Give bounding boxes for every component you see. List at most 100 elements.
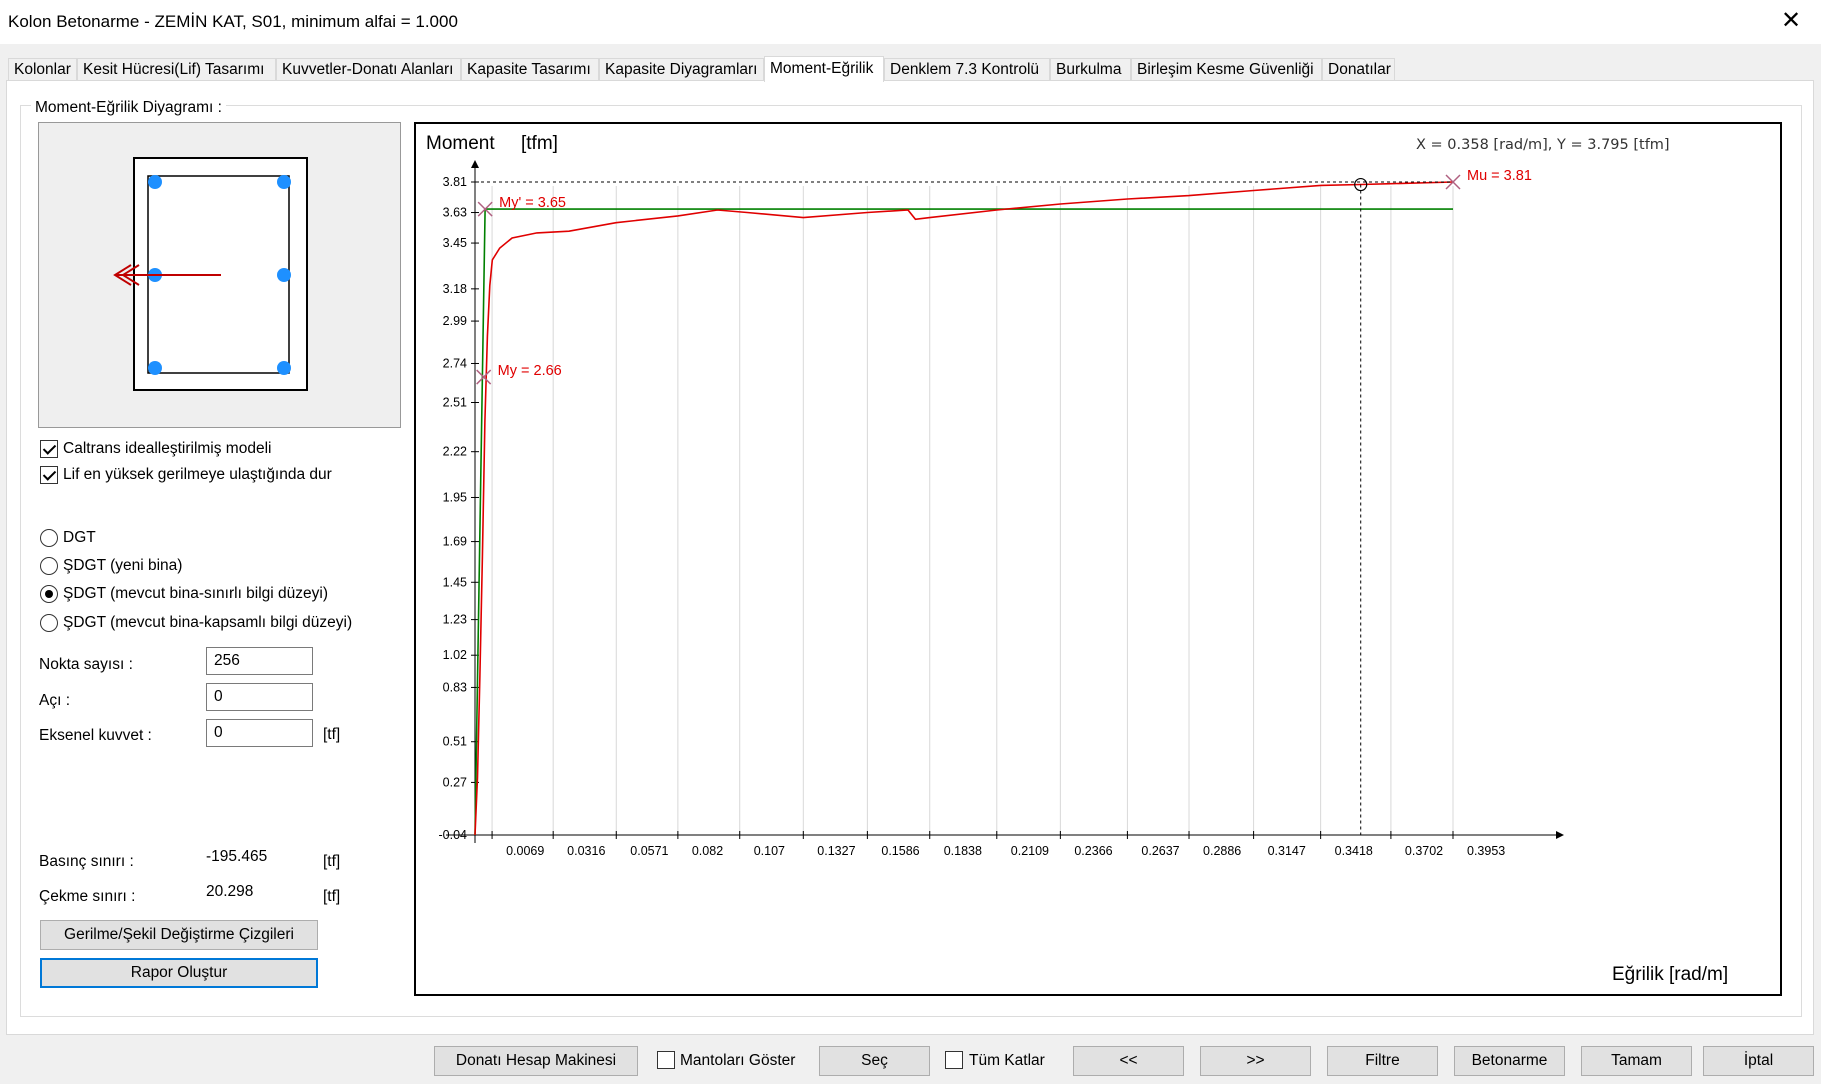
cursor-marker	[1354, 177, 1368, 192]
annotation-marker	[476, 369, 492, 385]
y-tick-label: 2.74	[443, 356, 467, 370]
y-tick-label: 0.27	[443, 775, 467, 789]
x-tick-label: 0.1586	[881, 844, 919, 858]
rebar-dot	[277, 268, 291, 282]
y-tick-label: -0.04	[439, 828, 468, 842]
y-tick-label: 2.51	[443, 395, 467, 409]
y-tick-label: 1.69	[443, 535, 467, 549]
lif-stop-checkbox[interactable]	[40, 466, 58, 484]
tab-birlesim[interactable]: Birleşim Kesme Güvenliği	[1131, 58, 1322, 80]
tab-kuvvetler[interactable]: Kuvvetler-Donatı Alanları	[276, 58, 461, 80]
y-tick-label: 1.02	[443, 648, 467, 662]
y-tick-label: 2.22	[443, 445, 467, 459]
section-drawing	[113, 157, 308, 391]
nokta-input[interactable]	[206, 647, 313, 675]
basinc-unit: [tf]	[323, 853, 341, 870]
tab-kapasite-tasarimi[interactable]: Kapasite Tasarımı	[461, 58, 599, 80]
chart-yunit: [tfm]	[521, 133, 558, 154]
annotation-label: Mu = 3.81	[1467, 168, 1532, 184]
rebar-dot	[277, 361, 291, 375]
basinc-label: Basınç sınırı :	[39, 853, 134, 870]
y-tick-label: 1.45	[443, 575, 467, 589]
chart-svg: -0.04 0.27 0.51 0.83 1.02 1.23 1.45 1.69 1.95 2.2…	[426, 133, 1728, 985]
gerilme-cizgileri-button[interactable]: Gerilme/Şekil Değiştirme Çizgileri	[40, 920, 318, 950]
rebar-dot	[277, 175, 291, 189]
y-tick-label: 3.18	[443, 282, 467, 296]
radio-sdgt-yeni-label: ŞDGT (yeni bina)	[63, 557, 183, 574]
iptal-button[interactable]: İptal	[1703, 1046, 1814, 1076]
cekme-unit: [tf]	[323, 888, 341, 905]
nokta-label: Nokta sayısı :	[39, 656, 133, 673]
annotation-label: My' = 3.65	[499, 195, 566, 211]
tab-strip: Kolonlar Kesit Hücresi(Lif) Tasarımı Kuv…	[0, 56, 1821, 82]
x-axis-arrow	[1556, 831, 1564, 839]
rebar-dot	[148, 175, 162, 189]
x-tick-label: 0.107	[754, 844, 785, 858]
caltrans-label: Caltrans idealleştirilmiş modeli	[63, 440, 272, 457]
tab-burkulma[interactable]: Burkulma	[1050, 58, 1131, 80]
y-axis-arrow	[471, 160, 479, 168]
y-tick-label: 2.99	[443, 314, 467, 328]
y-tick-label: 3.81	[443, 175, 467, 189]
mantolar-label: Mantoları Göster	[680, 1052, 796, 1069]
x-tick-label: 0.2886	[1203, 844, 1241, 858]
moment-curvature-series-line	[474, 181, 1454, 836]
annotation-label: My = 2.66	[498, 363, 562, 379]
idealized-series-line	[474, 208, 1453, 836]
chart-xlabel: Eğrilik [rad/m]	[1612, 964, 1728, 985]
moment-curvature-chart: -0.04 0.27 0.51 0.83 1.02 1.23 1.45 1.69 1.95 2.2…	[414, 122, 1782, 996]
x-tick-label: 0.2109	[1011, 844, 1049, 858]
sec-button[interactable]: Seç	[819, 1046, 930, 1076]
cursor-readout: X = 0.358 [rad/m], Y = 3.795 [tfm]	[1416, 137, 1670, 153]
tab-donatilar[interactable]: Donatılar	[1322, 58, 1395, 80]
y-tick-label: 3.45	[443, 236, 467, 250]
diagram-group	[20, 105, 1802, 1017]
lif-stop-label: Lif en yüksek gerilmeye ulaştığında dur	[63, 466, 332, 483]
y-tick-label: 1.95	[443, 490, 467, 504]
x-tick-label: 0.3702	[1405, 844, 1443, 858]
x-tick-label: 0.3953	[1467, 844, 1505, 858]
tum-katlar-checkbox[interactable]	[945, 1051, 963, 1069]
radio-sdgt-kapsamli-label: ŞDGT (mevcut bina-kapsamlı bilgi düzeyi)	[63, 614, 353, 631]
basinc-value: -195.465	[206, 848, 268, 865]
radio-sdgt-sinirli[interactable]	[40, 585, 58, 603]
tab-kolonlar[interactable]: Kolonlar	[8, 58, 77, 80]
prev-button[interactable]: <<	[1073, 1046, 1184, 1076]
y-tick-label: 0.51	[443, 735, 467, 749]
section-preview	[38, 122, 401, 428]
rebar-dot	[148, 361, 162, 375]
annotation-marker	[1445, 174, 1461, 190]
y-tick-label: 1.23	[443, 613, 467, 627]
tab-denklem[interactable]: Denklem 7.3 Kontrolü	[884, 58, 1050, 80]
radio-dgt-label: DGT	[63, 529, 96, 546]
y-tick-label: 0.83	[443, 680, 467, 694]
next-button[interactable]: >>	[1200, 1046, 1311, 1076]
radio-dgt[interactable]	[40, 529, 58, 547]
tamam-button[interactable]: Tamam	[1581, 1046, 1692, 1076]
donati-hesap-button[interactable]: Donatı Hesap Makinesi	[434, 1046, 638, 1076]
mantolar-checkbox[interactable]	[657, 1051, 675, 1069]
x-tick-label: 0.0571	[630, 844, 668, 858]
chart-ylabel: Moment	[426, 133, 495, 154]
aci-label: Açı :	[39, 692, 71, 709]
aci-input[interactable]	[206, 683, 313, 711]
x-tick-label: 0.0069	[506, 844, 544, 858]
tab-moment-egrilik[interactable]: Moment-Eğrilik	[764, 56, 884, 82]
x-tick-label: 0.2366	[1074, 844, 1112, 858]
cekme-value: 20.298	[206, 883, 254, 900]
betonarme-button[interactable]: Betonarme	[1454, 1046, 1565, 1076]
window-title: Kolon Betonarme - ZEMİN KAT, S01, minimu…	[8, 12, 458, 31]
rapor-olustur-button[interactable]: Rapor Oluştur	[40, 958, 318, 988]
caltrans-checkbox[interactable]	[40, 440, 58, 458]
filtre-button[interactable]: Filtre	[1327, 1046, 1438, 1076]
annotation-marker	[477, 201, 493, 217]
eksenel-input[interactable]	[206, 719, 313, 747]
close-icon[interactable]: ✕	[1780, 7, 1802, 34]
x-tick-label: 0.3418	[1335, 844, 1373, 858]
x-tick-label: 0.1838	[944, 844, 982, 858]
tab-kapasite-diyagramlari[interactable]: Kapasite Diyagramları	[599, 58, 764, 80]
eksenel-label: Eksenel kuvvet :	[39, 727, 152, 744]
tab-kesit-hucresi[interactable]: Kesit Hücresi(Lif) Tasarımı	[77, 58, 276, 80]
radio-sdgt-kapsamli[interactable]	[40, 614, 58, 632]
radio-sdgt-yeni[interactable]	[40, 557, 58, 575]
